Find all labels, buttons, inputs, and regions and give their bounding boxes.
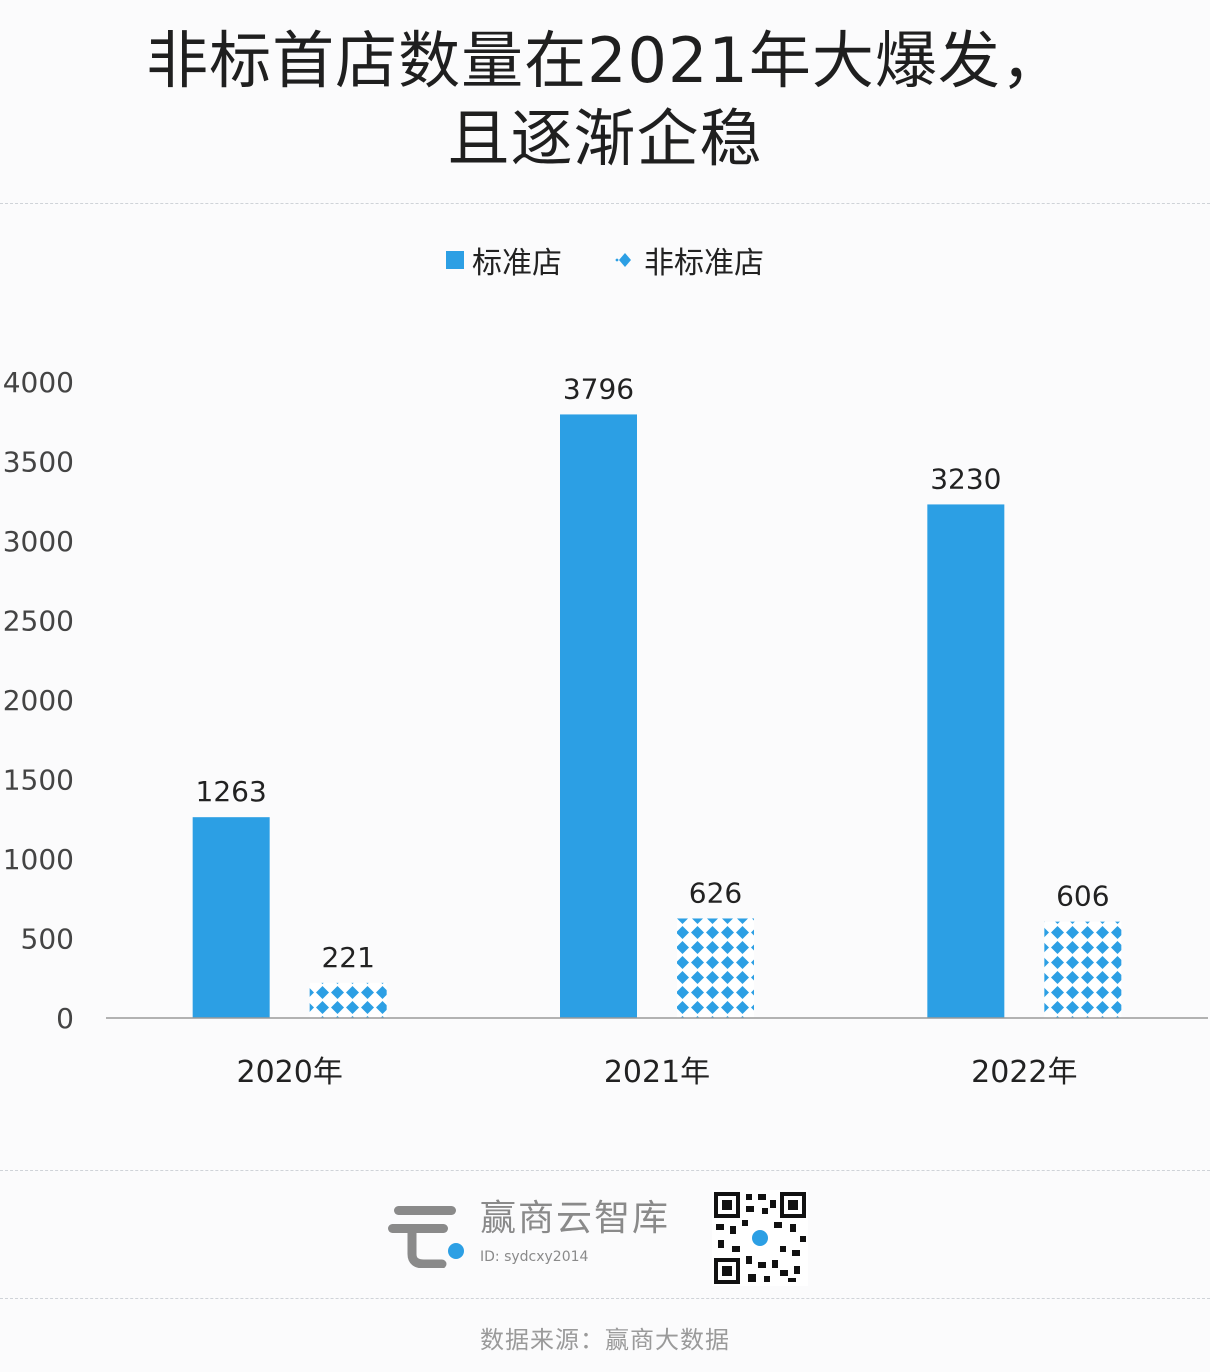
- bar-nonstandard: [677, 918, 754, 1018]
- legend-label-nonstandard: 非标准店: [644, 246, 764, 281]
- brand-name: 赢商云智库: [480, 1198, 671, 1239]
- brand-id: ID: sydcxy2014: [480, 1249, 589, 1265]
- y-axis: 0 500 1000 1500 2000 2500 3000 3500 4000: [3, 366, 74, 1035]
- bars: [192, 414, 1122, 1018]
- legend-item-standard: 标准店: [446, 238, 562, 282]
- chart-title-line-1: 非标首店数量在2021年大爆发，: [146, 24, 1064, 97]
- bar-nonstandard: [1044, 921, 1122, 1018]
- x-tick-label: 2020年: [236, 1055, 342, 1090]
- y-tick-label: 4000: [3, 366, 74, 399]
- data-label: 3796: [563, 372, 634, 405]
- footer-divider-top: [0, 1170, 1210, 1171]
- legend-label-standard: 标准店: [472, 246, 562, 281]
- y-tick-label: 2000: [3, 684, 74, 717]
- bar-nonstandard: [309, 982, 387, 1018]
- x-tick-label: 2022年: [971, 1055, 1077, 1090]
- bar-standard: [560, 414, 637, 1018]
- x-tick-label: 2021年: [604, 1055, 710, 1090]
- data-label: 221: [321, 941, 374, 974]
- footer-divider-bottom: [0, 1298, 1210, 1299]
- data-label: 606: [1056, 880, 1109, 913]
- bar-standard: [192, 817, 270, 1018]
- yingshang-cloud-logo-icon: [388, 1206, 464, 1268]
- y-tick-label: 3500: [3, 446, 74, 479]
- value-labels: 1263 221 3796 626 3230 606: [196, 372, 1110, 973]
- data-source: 数据来源：赢商大数据: [480, 1326, 730, 1354]
- chart-legend: 标准店 非标准店: [0, 238, 1210, 282]
- data-label: 1263: [196, 775, 267, 808]
- y-tick-label: 500: [21, 923, 74, 956]
- x-axis: 2020年 2021年 2022年: [106, 1017, 1208, 1090]
- bar-chart: 0 500 1000 1500 2000 2500 3000 3500 4000 1263 221…: [3, 366, 1208, 1090]
- y-tick-label: 3000: [3, 525, 74, 558]
- data-label: 3230: [930, 462, 1001, 495]
- y-tick-label: 1000: [3, 843, 74, 876]
- chart-title-line-2: 且逐渐企稳: [447, 102, 763, 175]
- top-divider: [0, 203, 1210, 204]
- y-tick-label: 0: [56, 1002, 74, 1035]
- y-tick-label: 2500: [3, 605, 74, 638]
- brand-text: 赢商云智库 ID: sydcxy2014: [480, 1198, 671, 1266]
- legend-swatch-solid-icon: [446, 251, 464, 269]
- legend-swatch-diamond-icon: [615, 253, 631, 267]
- y-tick-label: 1500: [3, 764, 74, 797]
- chart-title: 非标首店数量在2021年大爆发， 且逐渐企稳: [0, 22, 1210, 178]
- legend-item-nonstandard: 非标准店: [614, 238, 764, 282]
- qr-code-icon: [712, 1190, 808, 1286]
- data-label: 626: [689, 876, 742, 909]
- brand-logo: 赢商云智库 ID: sydcxy2014: [388, 1196, 670, 1268]
- bar-standard: [927, 504, 1005, 1018]
